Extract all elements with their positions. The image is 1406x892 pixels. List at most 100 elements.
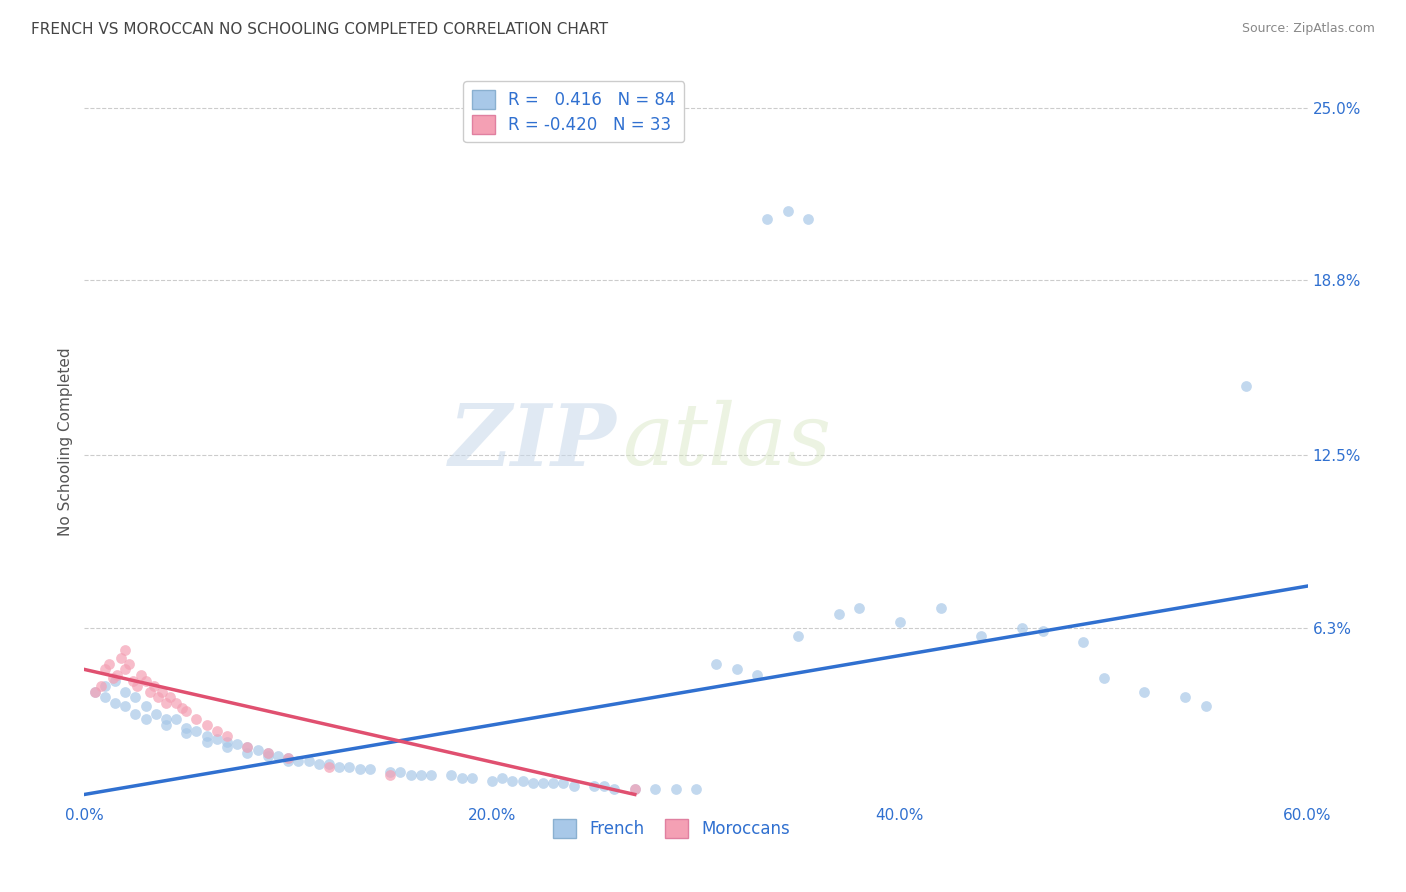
Point (318, 756, 340, 771)
Point (970, 629, 993, 643)
Point (929, 601, 952, 615)
Point (828, 607, 851, 621)
Point (257, 748, 280, 763)
Point (236, 746, 259, 760)
Point (409, 768, 432, 782)
Point (83, 684, 105, 698)
Point (155, 713, 177, 727)
Point (1174, 690, 1197, 705)
Point (257, 746, 280, 760)
Point (1092, 671, 1115, 685)
Point (440, 768, 463, 782)
Y-axis label: No Schooling Completed: No Schooling Completed (58, 347, 73, 536)
Point (217, 729, 239, 743)
Point (624, 781, 647, 796)
Point (217, 740, 239, 755)
Point (624, 781, 647, 796)
Point (756, 212, 779, 227)
Point (195, 729, 218, 743)
Point (110, 651, 132, 665)
Point (174, 721, 197, 735)
Point (172, 701, 194, 715)
Point (105, 668, 128, 682)
Point (267, 748, 290, 763)
Point (531, 776, 554, 790)
Point (124, 706, 146, 721)
Point (603, 781, 626, 796)
Point (217, 734, 239, 748)
Point (131, 668, 153, 682)
Point (461, 771, 484, 785)
Point (665, 781, 688, 796)
Point (389, 765, 412, 780)
Point (122, 673, 145, 688)
Point (138, 684, 160, 698)
Point (114, 643, 136, 657)
Point (146, 690, 169, 705)
Point (481, 773, 503, 788)
Point (236, 740, 259, 755)
Point (257, 746, 280, 760)
Point (1032, 624, 1054, 638)
Point (725, 662, 748, 676)
Point (93, 690, 115, 705)
Point (318, 760, 340, 774)
Point (114, 684, 136, 698)
Point (562, 779, 585, 793)
Point (543, 776, 565, 790)
Point (593, 779, 616, 793)
Point (706, 657, 728, 671)
Point (889, 615, 911, 630)
Point (97, 657, 120, 671)
Point (93, 679, 115, 693)
Point (114, 662, 136, 676)
Point (186, 713, 208, 727)
Point (145, 706, 167, 721)
Point (174, 726, 197, 740)
Point (359, 763, 381, 777)
Point (226, 738, 249, 752)
Point (246, 743, 269, 757)
Point (236, 740, 259, 755)
Point (83, 684, 105, 698)
Text: Source: ZipAtlas.com: Source: ZipAtlas.com (1241, 22, 1375, 36)
Point (165, 713, 187, 727)
Point (1236, 379, 1258, 393)
Point (174, 704, 197, 718)
Point (797, 212, 820, 227)
Point (135, 713, 157, 727)
Point (277, 751, 299, 765)
Legend: French, Moroccans: French, Moroccans (547, 813, 797, 845)
Point (339, 760, 361, 774)
Point (1011, 621, 1033, 635)
Point (685, 781, 707, 796)
Point (420, 768, 443, 782)
Point (277, 751, 299, 765)
Point (114, 698, 136, 713)
Point (349, 763, 371, 777)
Point (787, 629, 810, 643)
Point (298, 754, 321, 768)
Point (104, 696, 127, 710)
Point (159, 690, 181, 705)
Point (380, 765, 402, 780)
Point (450, 771, 472, 785)
Point (150, 684, 173, 698)
Point (491, 771, 513, 785)
Point (195, 734, 218, 748)
Point (205, 731, 228, 746)
Point (104, 673, 127, 688)
Point (583, 779, 606, 793)
Point (776, 203, 799, 218)
Point (135, 698, 157, 713)
Point (553, 776, 575, 790)
Point (1195, 698, 1218, 713)
Point (142, 679, 165, 693)
Point (502, 773, 524, 788)
Point (848, 601, 870, 615)
Point (118, 657, 141, 671)
Point (165, 696, 187, 710)
Point (1133, 684, 1156, 698)
Point (1073, 634, 1095, 648)
Point (277, 754, 299, 768)
